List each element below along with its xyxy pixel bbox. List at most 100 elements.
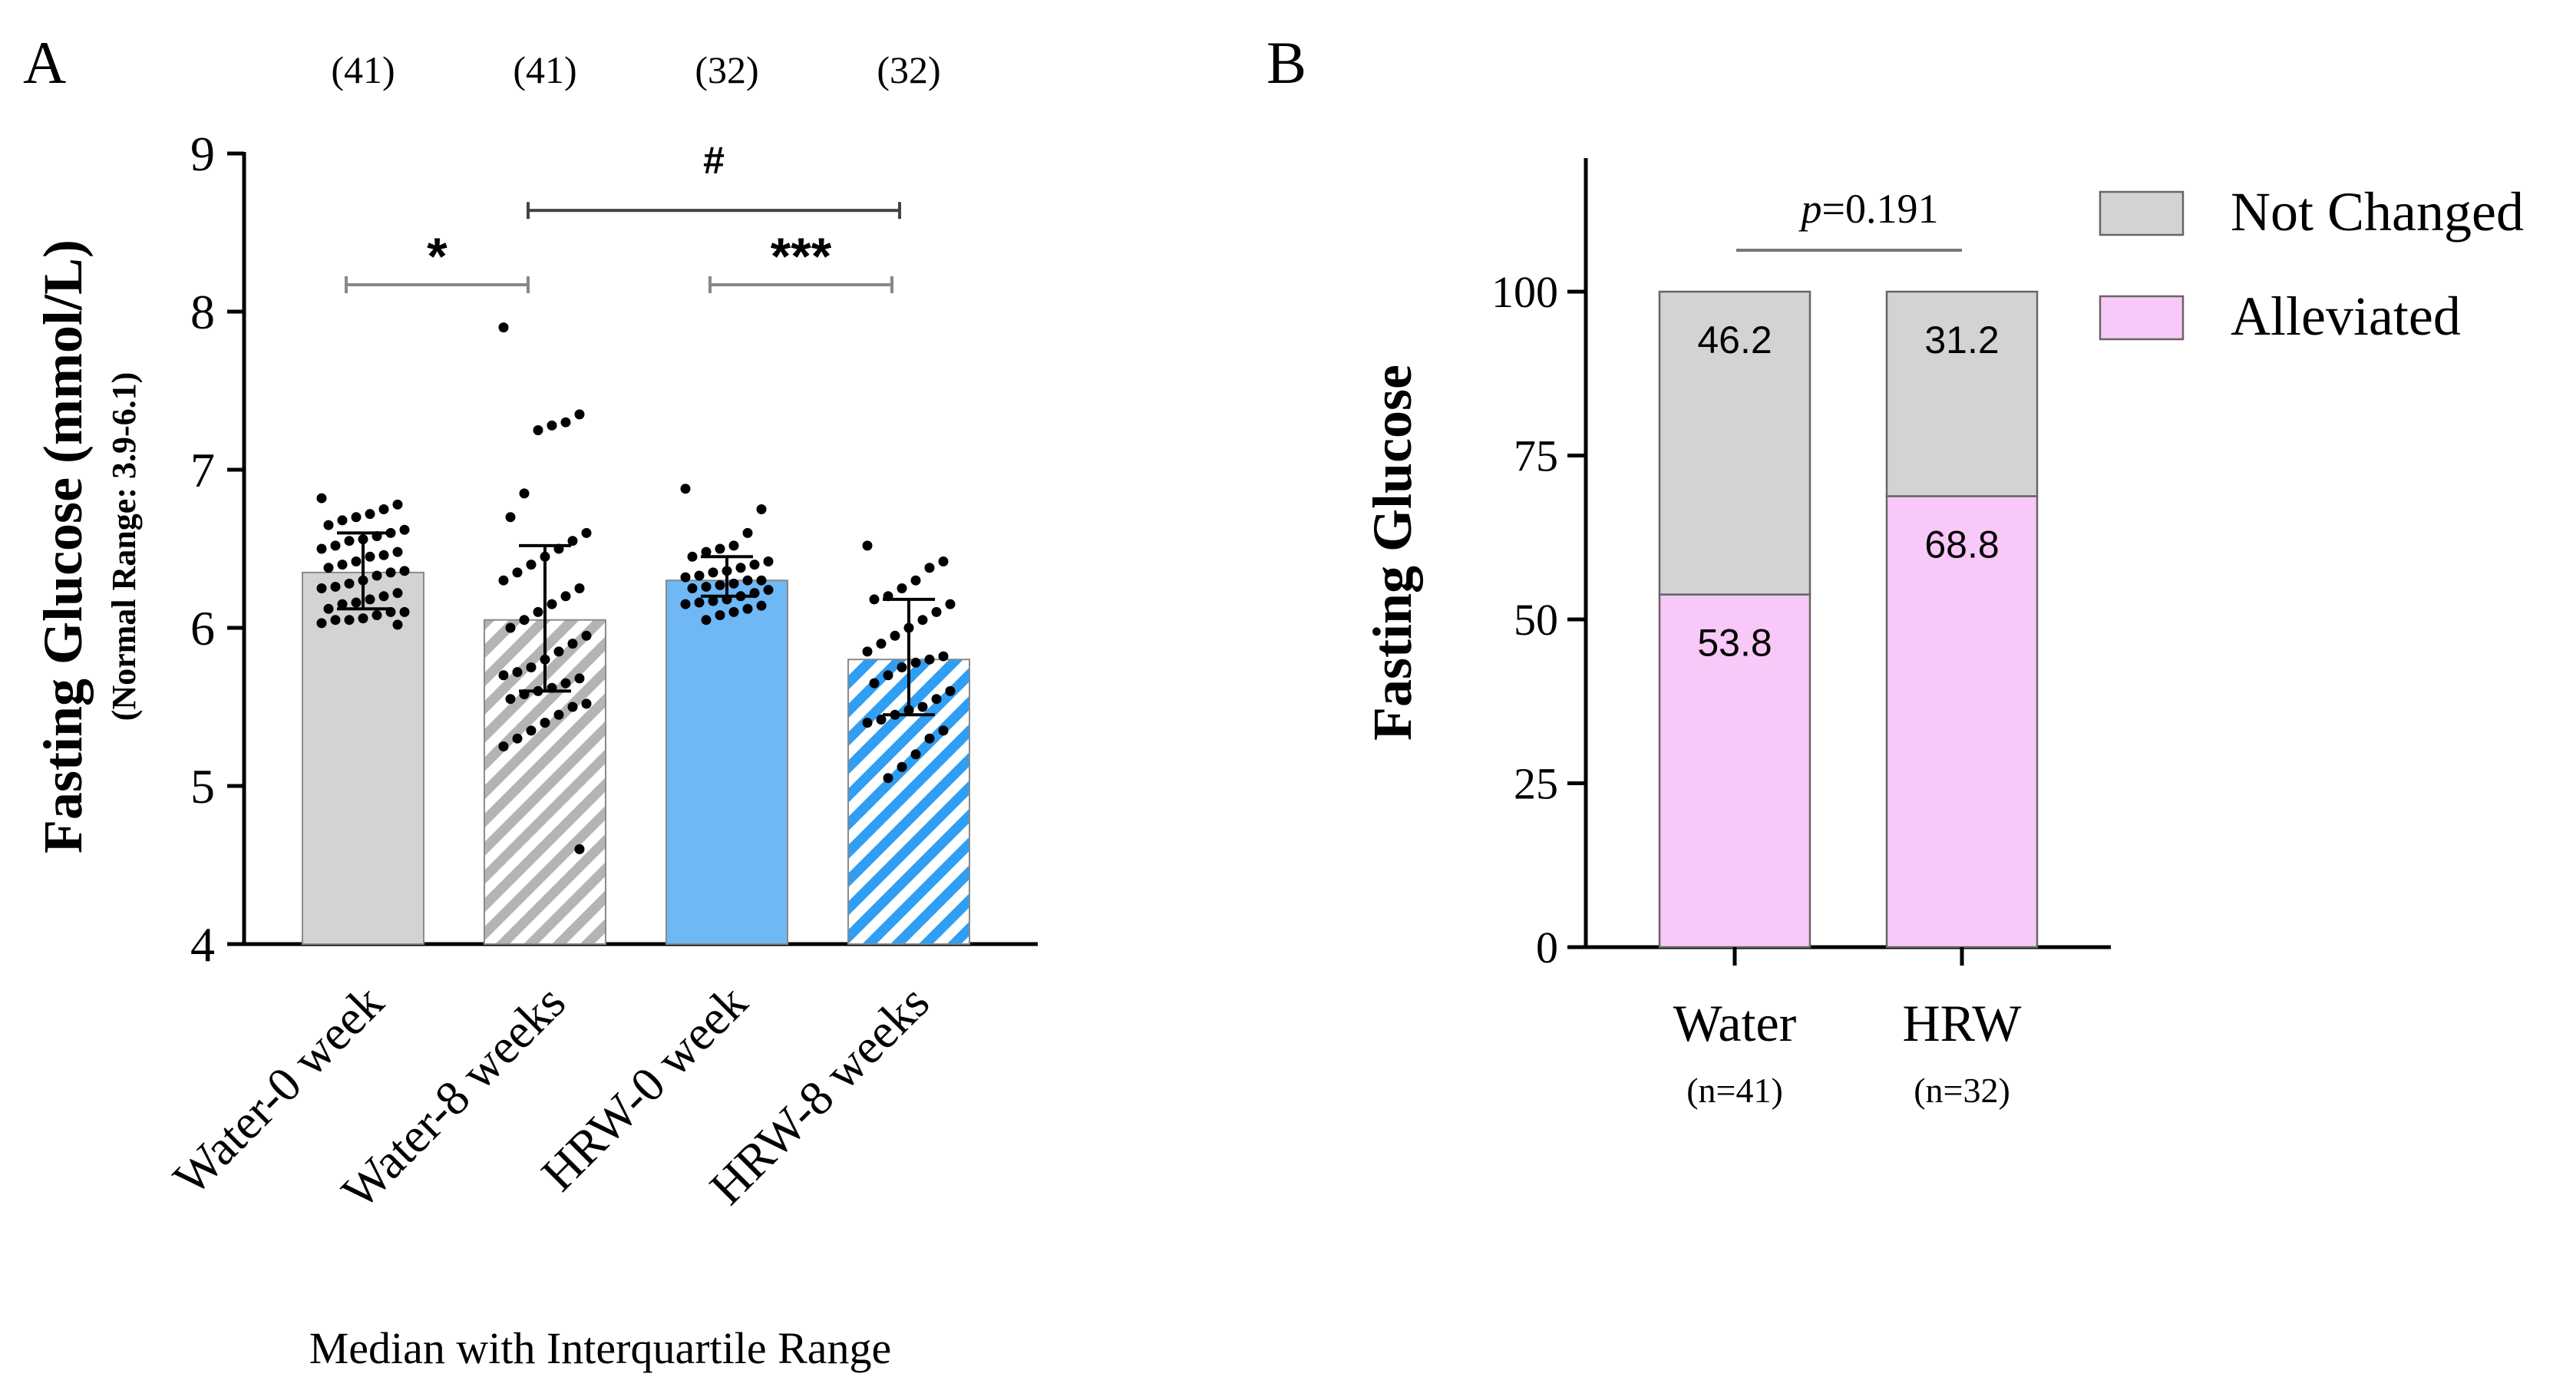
data-point (862, 718, 873, 728)
data-point (351, 512, 362, 523)
data-point (316, 543, 327, 554)
data-point (931, 694, 942, 705)
data-point (574, 844, 585, 854)
data-point (505, 694, 516, 705)
data-point (869, 594, 880, 605)
stacked-bars: 53.8 46.2 68.8 31.2 (1658, 290, 2039, 949)
data-point (728, 606, 739, 617)
data-point (910, 575, 921, 586)
segment-alleviated (1658, 593, 1811, 949)
data-point (876, 639, 887, 649)
data-point (910, 657, 921, 668)
p-value: =0.191 (1822, 186, 1939, 232)
y-tick-labels: 4 5 6 7 8 9 (190, 127, 244, 972)
data-point (351, 597, 362, 608)
data-point (533, 606, 543, 617)
data-point (378, 591, 389, 602)
data-point (567, 536, 578, 546)
sample-size-label: (41) (331, 48, 395, 91)
data-point (560, 678, 571, 688)
y-tick-label: 100 (1491, 267, 1558, 317)
legend-swatch (2099, 190, 2185, 236)
data-point (337, 599, 348, 609)
data-point (680, 599, 691, 609)
x-tick-label: Water (1673, 994, 1797, 1052)
data-point (869, 678, 880, 688)
data-point (498, 670, 509, 681)
data-point (581, 630, 592, 641)
p-value-annotation: p=0.191 (1736, 186, 1962, 252)
data-point (687, 583, 698, 593)
segment-not-changed (1658, 290, 1811, 596)
data-point (687, 551, 698, 562)
segment-not-changed (1885, 290, 2039, 497)
data-point (574, 583, 585, 593)
data-point (372, 610, 382, 621)
x-tick-labels: Water (n=41) HRW (n=32) (1673, 947, 2023, 1110)
data-point (924, 654, 935, 665)
data-point (763, 585, 774, 596)
bar-3 (665, 579, 788, 945)
data-point (344, 578, 355, 589)
sample-size-labels: (41) (41) (32) (32) (331, 48, 940, 91)
data-point (358, 613, 368, 624)
data-point (938, 651, 949, 662)
y-tick-label: 4 (190, 917, 215, 972)
x-axis-caption: Median with Interquartile Range (309, 1323, 892, 1373)
data-point (498, 322, 509, 333)
data-point (862, 646, 873, 657)
data-point (344, 536, 355, 546)
svg-text:p=0.191: p=0.191 (1798, 186, 1939, 232)
data-point (574, 673, 585, 684)
data-point (392, 588, 403, 599)
data-point (365, 594, 375, 605)
data-point (533, 425, 543, 435)
data-point (917, 615, 928, 626)
data-point (581, 527, 592, 538)
segment-alleviated (1885, 495, 2039, 949)
significance-brackets: * # *** (345, 139, 901, 293)
sample-size-label: (41) (513, 48, 576, 91)
data-point (890, 630, 900, 641)
data-point (567, 702, 578, 712)
panel-a-letter: A (23, 29, 66, 96)
data-point (931, 606, 942, 617)
data-point (883, 773, 893, 784)
data-point (680, 572, 691, 583)
y-axis-label: Fasting Glucose (1362, 365, 1423, 741)
significance-mark: *** (771, 227, 832, 286)
iqr-error-bars (337, 531, 935, 717)
sample-size-label: (n=41) (1686, 1071, 1783, 1110)
data-point (316, 618, 327, 629)
segment-value-label: 53.8 (1697, 622, 1772, 665)
data-point (910, 749, 921, 760)
data-point (385, 567, 396, 578)
data-point (756, 600, 767, 611)
data-point (735, 563, 746, 573)
data-point (560, 417, 571, 428)
x-tick-label: HRW (1903, 994, 2023, 1052)
panel-b-letter: B (1267, 29, 1306, 96)
data-point (330, 540, 341, 551)
data-point (938, 725, 949, 736)
data-point (938, 556, 949, 566)
panel-b: B 0 25 50 75 100 53.8 46.2 68.8 31.2 Water (n=41… (1267, 29, 2524, 1110)
sample-size-label: (32) (877, 48, 940, 91)
data-points (316, 322, 956, 854)
data-point (917, 702, 928, 712)
p-symbol: p (1798, 186, 1822, 232)
data-point (897, 583, 907, 593)
data-point (330, 615, 341, 626)
data-point (344, 615, 355, 626)
y-tick-label: 5 (190, 759, 215, 814)
data-point (553, 709, 564, 720)
data-point (883, 670, 893, 681)
data-point (399, 524, 410, 535)
data-point (498, 575, 509, 586)
y-tick-label: 25 (1514, 759, 1558, 809)
significance-mark: # (703, 139, 725, 182)
segment-value-label: 68.8 (1924, 523, 1999, 566)
data-point (694, 570, 705, 581)
data-point (553, 646, 564, 657)
